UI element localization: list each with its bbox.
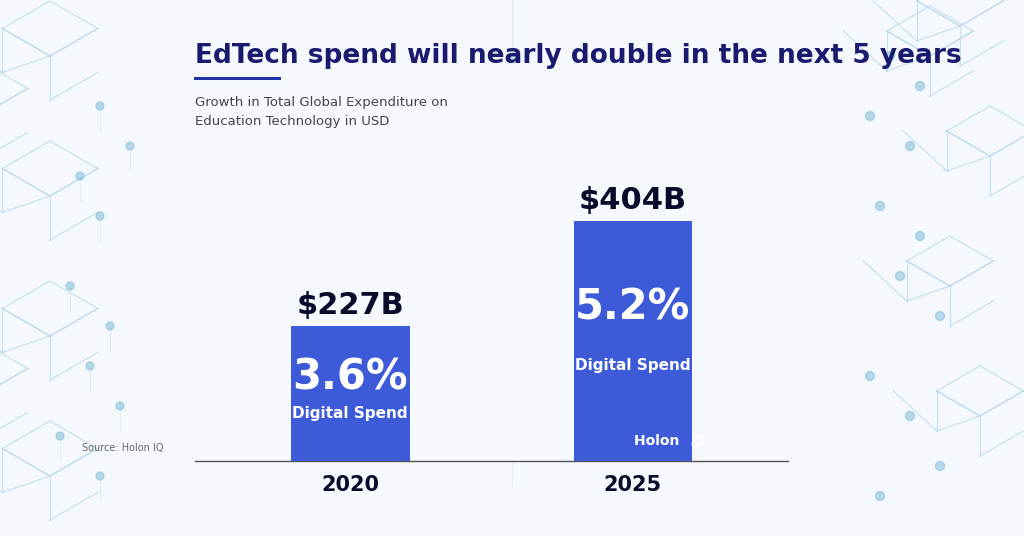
- Text: 3.6%: 3.6%: [292, 356, 408, 398]
- Circle shape: [936, 461, 944, 471]
- Circle shape: [905, 142, 914, 151]
- Circle shape: [96, 472, 104, 480]
- Text: Growth in Total Global Expenditure on
Education Technology in USD: Growth in Total Global Expenditure on Ed…: [195, 96, 447, 129]
- Bar: [291, 326, 410, 461]
- Text: $227B: $227B: [296, 292, 404, 321]
- Circle shape: [66, 282, 74, 290]
- Circle shape: [876, 492, 885, 501]
- Text: IQ: IQ: [691, 434, 706, 448]
- Circle shape: [106, 322, 114, 330]
- Circle shape: [886, 51, 895, 61]
- Circle shape: [507, 53, 517, 63]
- Circle shape: [86, 362, 94, 370]
- Text: Source: Holon IQ: Source: Holon IQ: [82, 443, 164, 453]
- Text: Digital Spend: Digital Spend: [292, 406, 408, 421]
- Bar: [573, 221, 692, 461]
- Circle shape: [76, 172, 84, 180]
- Circle shape: [865, 111, 874, 121]
- Circle shape: [915, 232, 925, 241]
- Text: $404B: $404B: [579, 187, 687, 215]
- Text: 5.2%: 5.2%: [575, 287, 690, 329]
- Circle shape: [56, 432, 63, 440]
- Circle shape: [508, 432, 516, 440]
- Circle shape: [865, 371, 874, 381]
- Circle shape: [896, 272, 904, 280]
- Circle shape: [116, 402, 124, 410]
- Text: Digital Spend: Digital Spend: [575, 358, 691, 373]
- Circle shape: [96, 212, 104, 220]
- Circle shape: [876, 202, 885, 211]
- Circle shape: [915, 81, 925, 91]
- Circle shape: [126, 142, 134, 150]
- Circle shape: [936, 311, 944, 321]
- Text: Holon: Holon: [634, 434, 684, 448]
- Circle shape: [905, 412, 914, 421]
- Text: EdTech spend will nearly double in the next 5 years: EdTech spend will nearly double in the n…: [195, 43, 962, 69]
- Circle shape: [96, 102, 104, 110]
